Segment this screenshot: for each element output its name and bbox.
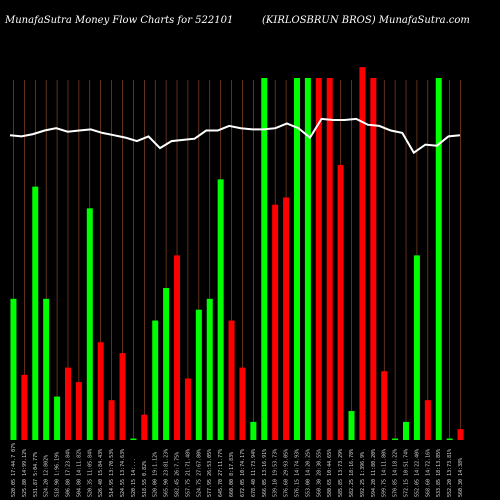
x-tick-label: 533.85 18:13.85% bbox=[436, 449, 442, 497]
x-tick-label: 594.20 11:80.20% bbox=[371, 449, 377, 497]
bar bbox=[293, 78, 300, 440]
x-tick-label: 514.95 13:70.53% bbox=[109, 449, 115, 497]
bar bbox=[10, 298, 17, 440]
x-tick-labels: 520.05 17:44.7 07% 525.80 14:99.12% 531.87… bbox=[11, 443, 464, 497]
x-tick-label: 660.00 8:17.83% bbox=[229, 452, 235, 497]
x-tick-label: 572.15 10:51.74% bbox=[404, 449, 410, 497]
x-tick-label: 518.55 0.82% bbox=[142, 461, 148, 497]
x-tick-label: 576.15 14:74.93% bbox=[294, 449, 300, 497]
price-line bbox=[9, 117, 461, 155]
bar bbox=[195, 309, 202, 440]
x-tick-label: 560.30 28:30.55% bbox=[316, 449, 322, 497]
bar bbox=[108, 400, 115, 440]
bar bbox=[359, 67, 366, 440]
x-tick-label: 531.87 5:04.77% bbox=[33, 452, 39, 497]
bar bbox=[446, 438, 453, 440]
x-tick-label: 570.85 14:18.22% bbox=[393, 449, 399, 497]
x-tick-label: 557.75 21:71.48% bbox=[185, 449, 191, 497]
bar bbox=[206, 298, 213, 440]
x-tick-label: 520.05 17:44.7 07% bbox=[11, 443, 17, 497]
x-tick-label: 520.15 14:... bbox=[131, 458, 137, 497]
bar bbox=[457, 429, 464, 440]
bar bbox=[64, 367, 71, 440]
bar bbox=[413, 255, 420, 440]
x-tick-label: 568.60 14:72.16% bbox=[425, 449, 431, 497]
bar bbox=[130, 438, 137, 440]
x-tick-label: 582.45 26:7.75% bbox=[175, 452, 181, 497]
bars bbox=[10, 67, 464, 441]
bar bbox=[326, 78, 333, 440]
x-tick-label: 565.90 23:81.23% bbox=[164, 449, 170, 497]
x-tick-label: 552.20 13:73.81% bbox=[447, 449, 453, 497]
bar bbox=[54, 396, 61, 440]
x-tick-label: 525.80 14:99.12% bbox=[22, 449, 28, 497]
bar bbox=[75, 382, 82, 440]
bar bbox=[217, 179, 224, 441]
x-tick-label: 585.85 13:73.29% bbox=[338, 449, 344, 497]
x-tick-label: 520.35 11:05.84% bbox=[87, 449, 93, 497]
bar bbox=[337, 164, 344, 440]
bar bbox=[392, 438, 399, 440]
bar bbox=[403, 421, 410, 440]
x-tick-label: 524.75 27:67.80% bbox=[196, 449, 202, 497]
x-tick-label: 577.95 26:53.05% bbox=[207, 449, 213, 497]
x-tick-label: 645.70 27:11.77% bbox=[218, 449, 224, 497]
bar bbox=[141, 414, 148, 440]
chart-title: MunafaSutra Money Flow Charts for 522101 bbox=[4, 15, 233, 26]
bar bbox=[184, 378, 191, 440]
x-tick-label: 576.60 29:93.05% bbox=[284, 449, 290, 497]
bar bbox=[272, 204, 279, 440]
x-tick-label: 506.80 17:23.84% bbox=[65, 449, 71, 497]
bar bbox=[97, 342, 104, 440]
x-tick-label: 672.05 10:74.17% bbox=[240, 449, 246, 497]
x-tick-label: 560.30 14:38% bbox=[458, 458, 464, 497]
bar bbox=[424, 400, 431, 440]
bar bbox=[370, 78, 377, 440]
bar bbox=[86, 208, 93, 440]
bar bbox=[43, 298, 50, 440]
chart-subtitle: (KIRLOSBRUN BROS) MunafaSutra.com bbox=[262, 15, 470, 26]
x-tick-label: 580.65 10:44.65% bbox=[327, 449, 333, 497]
bar bbox=[32, 186, 39, 440]
bar bbox=[250, 421, 257, 440]
bar bbox=[435, 78, 442, 440]
bar bbox=[152, 320, 159, 440]
x-tick-label: 553.00 14:20.25% bbox=[305, 449, 311, 497]
x-tick-label: 599.75 14:11.80% bbox=[382, 449, 388, 497]
bar bbox=[119, 353, 126, 440]
x-tick-label: 524.20 12:802% bbox=[44, 455, 50, 497]
bar bbox=[228, 320, 235, 440]
x-tick-label: 520.00 19:1.12% bbox=[153, 452, 159, 497]
price-line-group bbox=[9, 117, 461, 155]
bar bbox=[174, 255, 181, 440]
x-tick-label: 518.90 1:96.19% bbox=[55, 452, 61, 497]
x-tick-label: 524.55 13:74.63% bbox=[120, 449, 126, 497]
bar bbox=[261, 78, 268, 440]
bar bbox=[163, 287, 170, 440]
x-tick-label: 678.40 11:73.94% bbox=[251, 449, 257, 497]
x-tick-label: 539.10 19:53.73% bbox=[273, 449, 279, 497]
x-tick-label: 552.05 14:22.40% bbox=[414, 449, 420, 497]
bar bbox=[381, 371, 388, 440]
bar bbox=[348, 411, 355, 440]
x-tick-label: 582.25 18:16.78% bbox=[349, 449, 355, 497]
x-tick-label: 526.40 15:84.43% bbox=[98, 449, 104, 497]
bar bbox=[315, 78, 322, 440]
bar bbox=[283, 197, 290, 440]
x-tick-label: 566.05 13:16.91% bbox=[262, 449, 268, 497]
bar bbox=[21, 374, 28, 440]
x-tick-label: 504.80 14:11.82% bbox=[76, 449, 82, 497]
bar bbox=[304, 78, 311, 440]
x-tick-label: 592.25 1:396.9% bbox=[360, 452, 366, 497]
bar bbox=[239, 367, 246, 440]
